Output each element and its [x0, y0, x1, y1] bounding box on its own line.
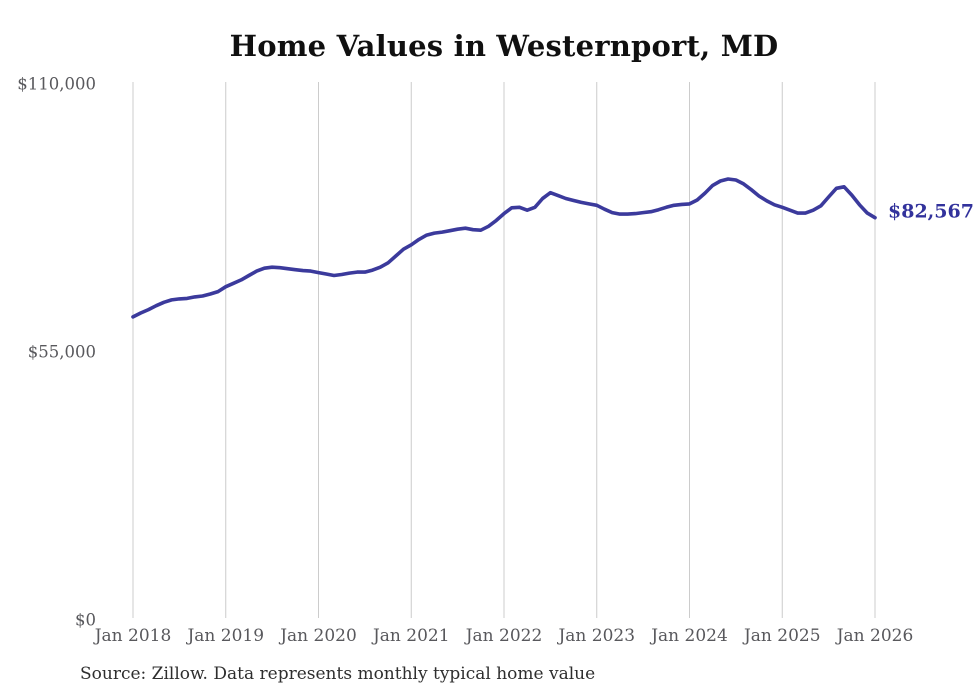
- y-tick-label: $110,000: [17, 75, 96, 94]
- home-value-line: [131, 177, 877, 319]
- x-tick-label: Jan 2024: [649, 626, 728, 646]
- x-tick-label: Jan 2020: [278, 626, 357, 646]
- source-note: Source: Zillow. Data represents monthly …: [80, 664, 596, 684]
- x-tick-label: Jan 2019: [185, 626, 264, 646]
- x-tick-label: Jan 2018: [93, 626, 172, 646]
- chart-title: Home Values in Westernport, MD: [229, 29, 779, 63]
- x-tick-label: Jan 2026: [835, 626, 914, 646]
- x-tick-label: Jan 2023: [556, 626, 635, 646]
- end-value-label: $82,567: [888, 201, 974, 223]
- x-tick-label: Jan 2022: [464, 626, 543, 646]
- y-tick-label: $55,000: [28, 343, 96, 362]
- y-tick-label: $0: [75, 611, 96, 630]
- x-tick-label: Jan 2021: [371, 626, 450, 646]
- x-tick-label: Jan 2025: [742, 626, 821, 646]
